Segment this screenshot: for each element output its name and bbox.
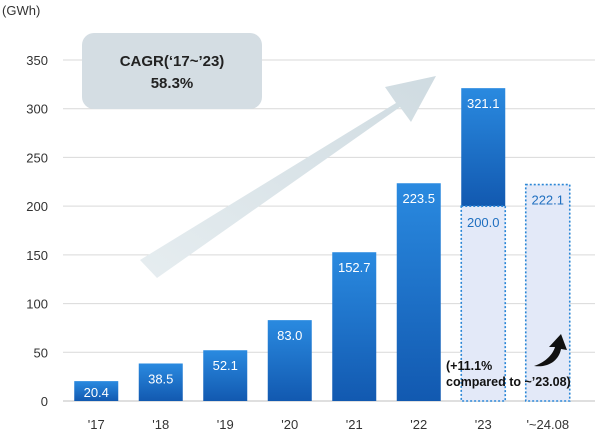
y-axis-ticks: 0 50 100 150 200 250 300 350 <box>26 53 48 409</box>
comparison-note-line2: compared to ~’23.08) <box>446 375 571 389</box>
y-tick-label: 200 <box>26 199 48 214</box>
bar-value-label: 20.4 <box>84 385 109 400</box>
x-tick-label: '17 <box>88 417 105 432</box>
bar-value-label: 38.5 <box>148 371 173 386</box>
x-tick-label: '19 <box>217 417 234 432</box>
bar <box>138 363 183 401</box>
y-tick-label: 350 <box>26 53 48 68</box>
bar <box>332 252 377 401</box>
y-tick-label: 250 <box>26 150 48 165</box>
x-tick-label: '20 <box>281 417 298 432</box>
y-tick-label: 0 <box>41 394 48 409</box>
bar-value-label: 223.5 <box>402 191 435 206</box>
x-axis-ticks: '17 '18 '19 '20 '21 '22 '23 '~24.08 <box>88 417 569 432</box>
bar <box>267 320 312 401</box>
x-tick-label: '18 <box>152 417 169 432</box>
x-tick-label: '23 <box>475 417 492 432</box>
unit-label: (GWh) <box>2 3 40 18</box>
bar-partial-period <box>460 205 507 402</box>
x-tick-label: '~24.08 <box>526 417 569 432</box>
cagr-box <box>82 33 262 109</box>
bar <box>461 88 506 207</box>
cagr-value: 58.3% <box>151 75 194 92</box>
grid-layer <box>63 59 595 402</box>
cagr-title: CAGR(‘17~’23) <box>120 53 225 70</box>
y-tick-label: 150 <box>26 248 48 263</box>
bar-value-label: 321.1 <box>467 96 500 111</box>
label-layer: 20.4 38.5 52.1 83.0 152.7 223.5 321.1 200.0 222.… <box>84 96 564 400</box>
y-tick-label: 100 <box>26 297 48 312</box>
bar-value-label: 152.7 <box>338 260 371 275</box>
bar-value-label: 52.1 <box>213 358 238 373</box>
bar-value-label: 83.0 <box>277 328 302 343</box>
y-tick-label: 300 <box>26 102 48 117</box>
bar-value-label: 222.1 <box>531 193 564 208</box>
curved-up-arrow-icon <box>534 334 567 367</box>
bar <box>203 350 248 401</box>
y-tick-label: 50 <box>34 345 48 360</box>
bar-ytd <box>524 183 571 402</box>
bar <box>396 183 441 401</box>
x-tick-label: '21 <box>346 417 363 432</box>
bar-layer <box>74 88 571 402</box>
x-tick-label: '22 <box>410 417 427 432</box>
comparison-note-line1: (+11.1% <box>446 359 492 373</box>
bar <box>74 381 119 401</box>
partial-value-label: 200.0 <box>467 215 500 230</box>
growth-arrow-shape <box>140 76 436 278</box>
